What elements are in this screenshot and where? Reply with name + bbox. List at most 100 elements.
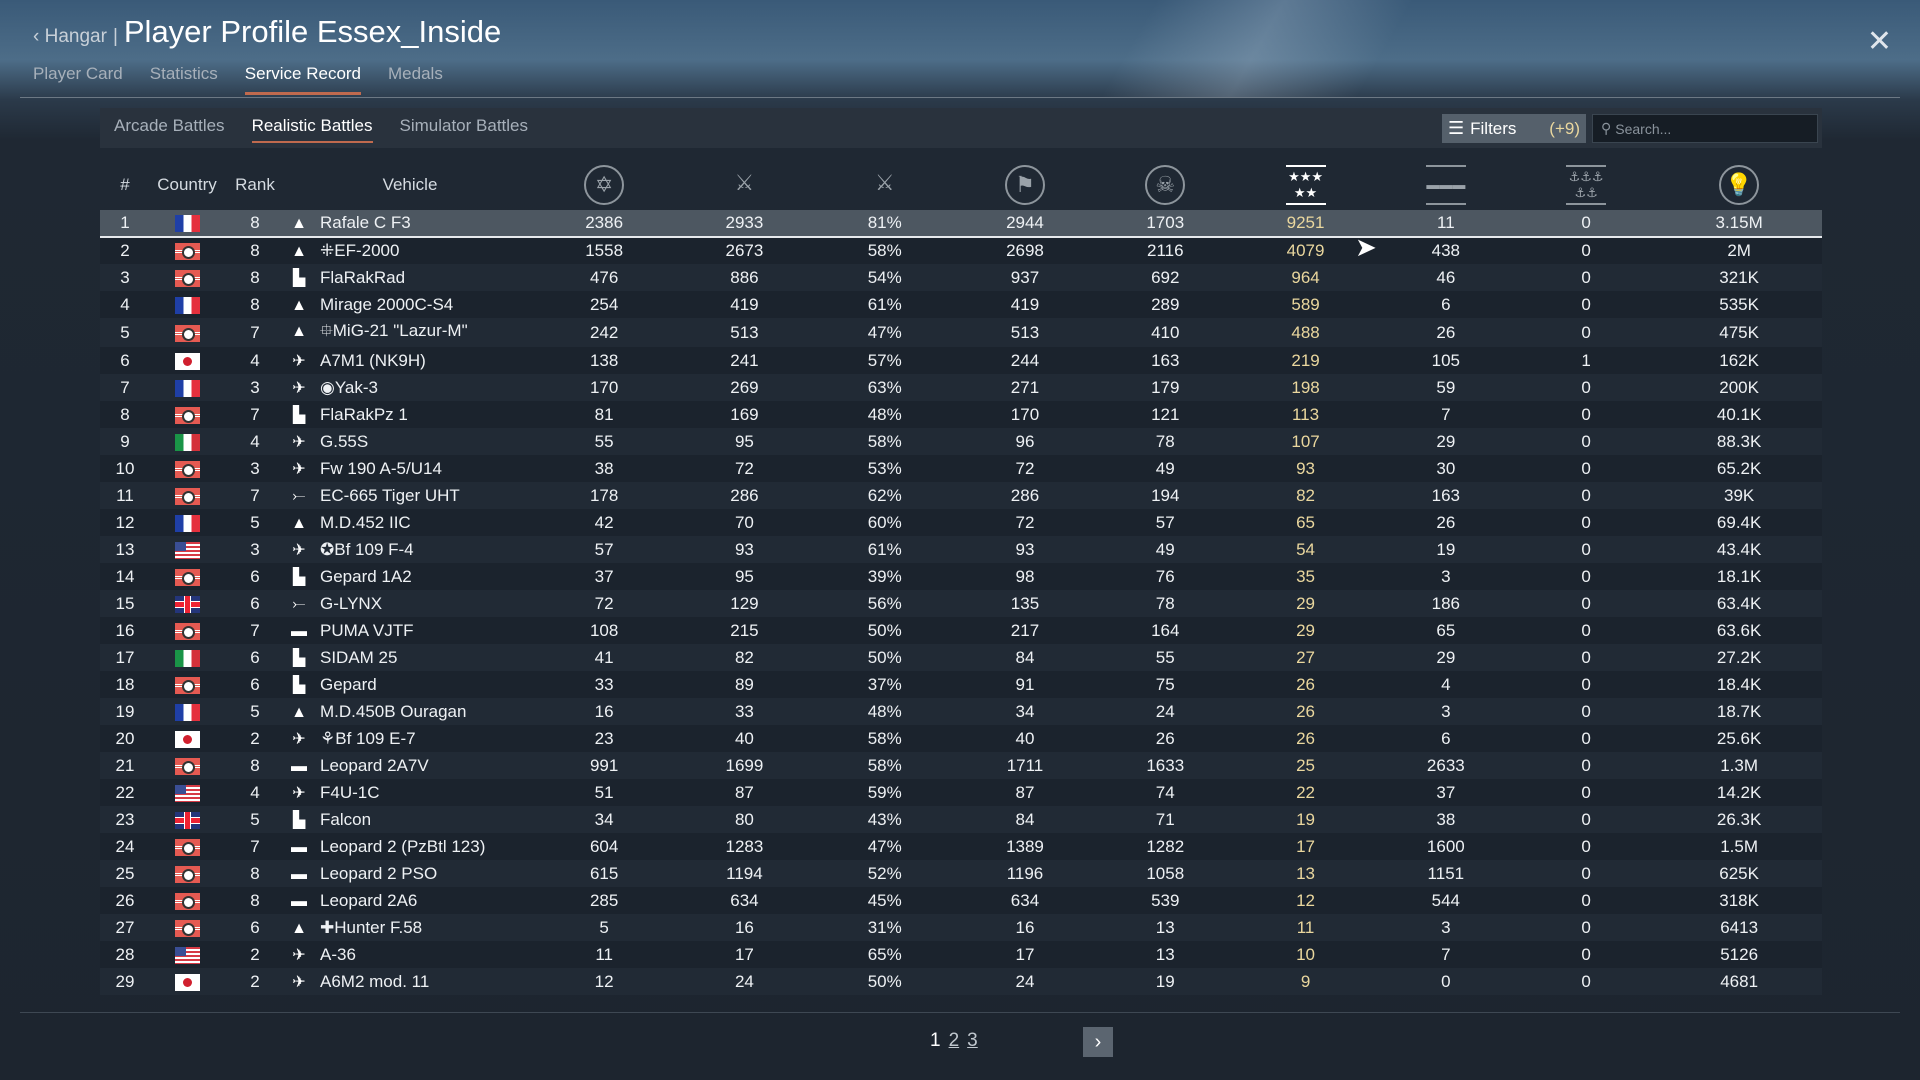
filters-button[interactable]: ☰ Filters (+9) — [1442, 114, 1586, 143]
flag-germany-icon — [174, 838, 200, 856]
cell-country — [150, 210, 224, 237]
col-ground-kills[interactable]: ▬▬▬ — [1376, 160, 1516, 210]
stat-value: 17 — [734, 944, 754, 964]
stat-value: 108 — [589, 620, 619, 640]
table-row[interactable]: 17 6 ▙ SIDAM 25 41 82 50% 84 55 27 29 0 27.2K — [100, 644, 1822, 671]
col-deaths[interactable]: ☠ — [1095, 160, 1235, 210]
cell-stat: 625K — [1656, 860, 1822, 887]
table-row[interactable]: 14 6 ▙ Gepard 1A2 37 95 39% 98 76 35 3 0 18.1K — [100, 563, 1822, 590]
table-row[interactable]: 15 6 ⤚ G-LYNX 72 129 56% 135 78 29 186 0 63.4K — [100, 590, 1822, 617]
back-button[interactable]: ‹ Hangar — [33, 26, 107, 48]
cell-number: 16 — [100, 617, 150, 644]
stat-value: 37 — [1436, 782, 1456, 802]
search-input[interactable] — [1615, 120, 1806, 137]
col-naval-kills[interactable]: ⚓⚓⚓ ⚓⚓ — [1516, 160, 1656, 210]
col-score[interactable]: 💡 — [1656, 160, 1822, 210]
table-row[interactable]: 13 3 ✈ ✪Bf 109 F-4 57 93 61% 93 49 54 19 0 43.4K — [100, 536, 1822, 563]
col-vehicle[interactable]: Vehicle — [382, 175, 438, 194]
cell-vehicle: ✈ ◉Yak-3 — [286, 374, 534, 401]
tab-service-record[interactable]: Service Record — [244, 64, 362, 95]
cell-stat: 0 — [1516, 752, 1656, 779]
table-row[interactable]: 6 4 ✈ A7M1 (NK9H) 138 241 57% 244 163 219 105 1 162K — [100, 347, 1822, 374]
table-row[interactable]: 29 2 ✈ A6M2 mod. 11 12 24 50% 24 19 9 0 0 4681 — [100, 968, 1822, 995]
tab-statistics[interactable]: Statistics — [149, 64, 218, 83]
col-respawns[interactable]: ⚔ — [674, 160, 814, 210]
cell-stat: 604 — [534, 833, 674, 860]
cell-stat: 19 — [1095, 968, 1235, 995]
rank: 2 — [250, 971, 260, 991]
table-row[interactable]: 28 2 ✈ A-36 11 17 65% 17 13 10 7 0 5126 — [100, 941, 1822, 968]
tab-player-card[interactable]: Player Card — [33, 64, 123, 83]
cell-stat: 178 — [534, 482, 674, 509]
cell-stat: 40 — [955, 725, 1095, 752]
col-kills[interactable]: ★★★ ★★ — [1235, 160, 1375, 210]
col-number[interactable]: # — [120, 175, 130, 194]
cell-vehicle: ▙ Gepard — [286, 671, 534, 698]
page-2[interactable]: 2 — [948, 1030, 960, 1051]
table-row[interactable]: 21 8 ▬ Leopard 2A7V 991 1699 58% 1711 1633 25 2633… — [100, 752, 1822, 779]
cell-vehicle: ▲ M.D.452 IIC — [286, 509, 534, 536]
table-row[interactable]: 24 7 ▬ Leopard 2 (PzBtl 123) 604 1283 47% 1389 1… — [100, 833, 1822, 860]
table-row[interactable]: 22 4 ✈ F4U-1C 51 87 59% 87 74 22 37 0 14.2K — [100, 779, 1822, 806]
page-1[interactable]: 1 — [930, 1030, 941, 1051]
cell-rank: 2 — [224, 725, 286, 752]
row-number: 28 — [115, 944, 135, 964]
table-row[interactable]: 4 8 ▲ Mirage 2000C-S4 254 419 61% 419 289 589 6 0 53… — [100, 291, 1822, 318]
table-row[interactable]: 16 7 ▬ PUMA VJTF 108 215 50% 217 164 29 65 0 63.6K — [100, 617, 1822, 644]
col-rank[interactable]: Rank — [235, 175, 275, 194]
table-row[interactable]: 12 5 ▲ M.D.452 IIC 42 70 60% 72 57 65 26 0 69.4K — [100, 509, 1822, 536]
next-page-button[interactable]: › — [1083, 1027, 1113, 1057]
table-row[interactable]: 9 4 ✈ G.55S 55 95 58% 96 78 107 29 0 88.3K — [100, 428, 1822, 455]
cell-stat: 476 — [534, 264, 674, 291]
table-row[interactable]: 7 3 ✈ ◉Yak-3 170 269 63% 271 179 198 59 0 200K — [100, 374, 1822, 401]
cell-stat: 513 — [674, 318, 814, 347]
stat-value: 81% — [867, 213, 902, 232]
col-missions[interactable]: ⚑ — [955, 160, 1095, 210]
cell-country — [150, 698, 224, 725]
tab-arcade-battles[interactable]: Arcade Battles — [114, 116, 225, 135]
stat-value: 254 — [589, 294, 619, 314]
filters-label: Filters — [1470, 118, 1517, 138]
tab-medals[interactable]: Medals — [388, 64, 443, 83]
stat-value: 0 — [1581, 322, 1591, 342]
table-row[interactable]: 19 5 ▲ M.D.450B Ouragan 16 33 48% 34 24 26 3 0 18.7K — [100, 698, 1822, 725]
vehicle-name: A7M1 (NK9H) — [320, 350, 426, 370]
cell-rank: 6 — [224, 671, 286, 698]
table-row[interactable]: 5 7 ▲ ⯐MiG-21 "Lazur-M" 242 513 47% 513 410 488 26… — [100, 318, 1822, 347]
table-row[interactable]: 11 7 ⤚ EC-665 Tiger UHT 178 286 62% 286 194 82 163… — [100, 482, 1822, 509]
table-row[interactable]: 2 8 ▲ ⁜EF-2000 1558 2673 58% 2698 2116 4079 438 0 2M — [100, 237, 1822, 264]
cell-stat: 87 — [955, 779, 1095, 806]
vehicle-name: EC-665 Tiger UHT — [320, 485, 460, 505]
cell-stat: 1282 — [1095, 833, 1235, 860]
table-row[interactable]: 25 8 ▬ Leopard 2 PSO 615 1194 52% 1196 1058 13 115… — [100, 860, 1822, 887]
tab-simulator-battles[interactable]: Simulator Battles — [399, 116, 529, 135]
stat-value: 186 — [1431, 593, 1461, 613]
vehicle-aa-icon: ▙ — [292, 568, 306, 586]
table-row[interactable]: 23 5 ▙ Falcon 34 80 43% 84 71 19 38 0 26.3K — [100, 806, 1822, 833]
vehicle-name: Leopard 2 (PzBtl 123) — [320, 836, 486, 856]
col-country[interactable]: Country — [157, 175, 217, 194]
cell-number: 7 — [100, 374, 150, 401]
table-row[interactable]: 10 3 ✈ Fw 190 A-5/U14 38 72 53% 72 49 93 30 0 65.2K — [100, 455, 1822, 482]
row-number: 20 — [115, 728, 135, 748]
stat-value: 535K — [1719, 294, 1759, 314]
page-3[interactable]: 3 — [967, 1030, 978, 1051]
table-row[interactable]: 26 8 ▬ Leopard 2A6 285 634 45% 634 539 12 544 0 318K — [100, 887, 1822, 914]
table-row[interactable]: 3 8 ▙ FlaRakRad 476 886 54% 937 692 964 46 0 321K — [100, 264, 1822, 291]
close-icon[interactable]: ✕ — [1866, 25, 1892, 58]
search-field[interactable]: ⚲ — [1592, 114, 1818, 143]
table-row[interactable]: 27 6 ▲ ✚Hunter F.58 5 16 31% 16 13 11 3 0 6413 — [100, 914, 1822, 941]
col-victories[interactable]: ⚔ — [815, 160, 955, 210]
table-row[interactable]: 1 8 ▲ Rafale C F3 2386 2933 81% 2944 1703 9251 11 0… — [100, 210, 1822, 237]
col-battles[interactable]: ✡ — [534, 160, 674, 210]
stat-value: 269 — [730, 377, 759, 397]
stat-value: 0 — [1581, 377, 1591, 397]
table-row[interactable]: 20 2 ✈ ⚘Bf 109 E-7 23 40 58% 40 26 26 6 0 25.6K — [100, 725, 1822, 752]
table-row[interactable]: 18 6 ▙ Gepard 33 89 37% 91 75 26 4 0 18.4K — [100, 671, 1822, 698]
table-row[interactable]: 8 7 ▙ FlaRakPz 1 81 169 48% 170 121 113 7 0 40.1K — [100, 401, 1822, 428]
vehicle-tank-icon: ▬ — [291, 622, 307, 640]
rank: 8 — [250, 890, 260, 910]
cell-rank: 3 — [224, 536, 286, 563]
tab-realistic-battles[interactable]: Realistic Battles — [251, 116, 373, 143]
rank: 5 — [250, 512, 260, 532]
